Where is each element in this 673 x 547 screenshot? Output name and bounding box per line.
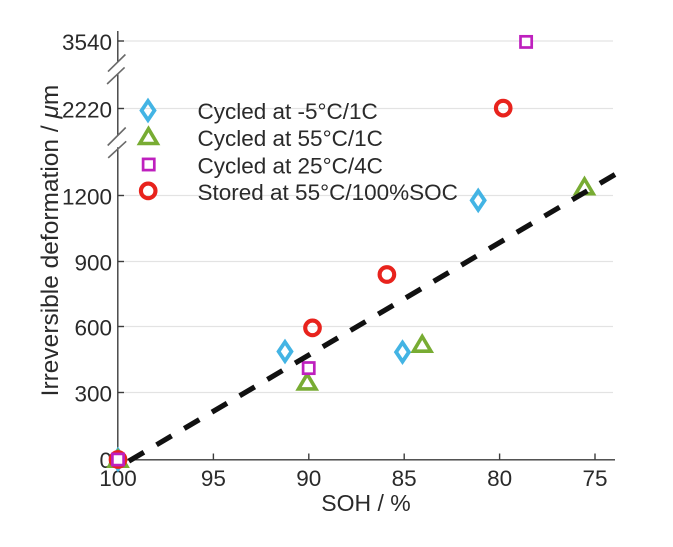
svg-text:3540: 3540 — [62, 30, 112, 55]
svg-text:90: 90 — [296, 466, 321, 491]
svg-text:Cycled at -5°C/1C: Cycled at -5°C/1C — [198, 99, 378, 124]
svg-text:75: 75 — [582, 466, 607, 491]
svg-text:300: 300 — [74, 382, 112, 407]
svg-text:1200: 1200 — [62, 185, 112, 210]
svg-text:Stored at 55°C/100%SOC: Stored at 55°C/100%SOC — [198, 180, 458, 205]
svg-text:80: 80 — [487, 466, 512, 491]
svg-text:600: 600 — [74, 316, 112, 341]
svg-text:Cycled at 55°C/1C: Cycled at 55°C/1C — [198, 126, 383, 151]
svg-text:95: 95 — [201, 466, 226, 491]
svg-text:Cycled at 25°C/4C: Cycled at 25°C/4C — [198, 154, 383, 179]
svg-text:Irreversible deformation / μm: Irreversible deformation / μm — [37, 85, 64, 397]
svg-text:2220: 2220 — [62, 98, 112, 123]
svg-text:SOH / %: SOH / % — [321, 490, 410, 516]
svg-text:85: 85 — [392, 466, 417, 491]
svg-text:900: 900 — [74, 251, 112, 276]
